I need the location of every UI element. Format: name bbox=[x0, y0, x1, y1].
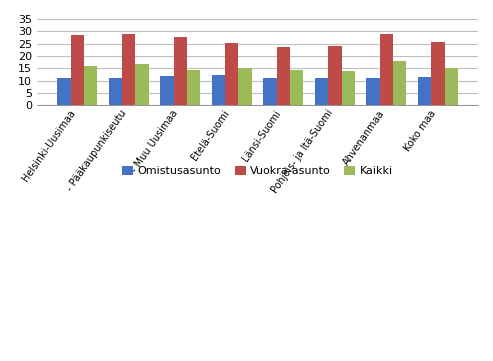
Bar bbox=[239, 68, 252, 105]
Bar bbox=[84, 66, 97, 105]
Bar bbox=[211, 75, 225, 105]
Bar bbox=[174, 37, 187, 105]
Bar bbox=[122, 34, 136, 105]
Bar bbox=[315, 78, 328, 105]
Bar bbox=[57, 78, 70, 105]
Bar bbox=[380, 34, 393, 105]
Bar bbox=[277, 47, 290, 105]
Bar bbox=[108, 78, 122, 105]
Bar bbox=[366, 78, 380, 105]
Bar bbox=[445, 68, 458, 105]
Bar bbox=[225, 43, 239, 105]
Bar bbox=[70, 35, 84, 105]
Bar bbox=[431, 42, 445, 105]
Bar bbox=[160, 76, 174, 105]
Bar bbox=[418, 77, 431, 105]
Bar bbox=[393, 61, 406, 105]
Legend: Omistusasunto, Vuokra-asunto, Kaikki: Omistusasunto, Vuokra-asunto, Kaikki bbox=[118, 161, 397, 181]
Bar bbox=[290, 70, 303, 105]
Bar bbox=[263, 78, 277, 105]
Bar bbox=[342, 71, 355, 105]
Bar bbox=[328, 46, 342, 105]
Bar bbox=[187, 70, 200, 105]
Bar bbox=[136, 64, 149, 105]
